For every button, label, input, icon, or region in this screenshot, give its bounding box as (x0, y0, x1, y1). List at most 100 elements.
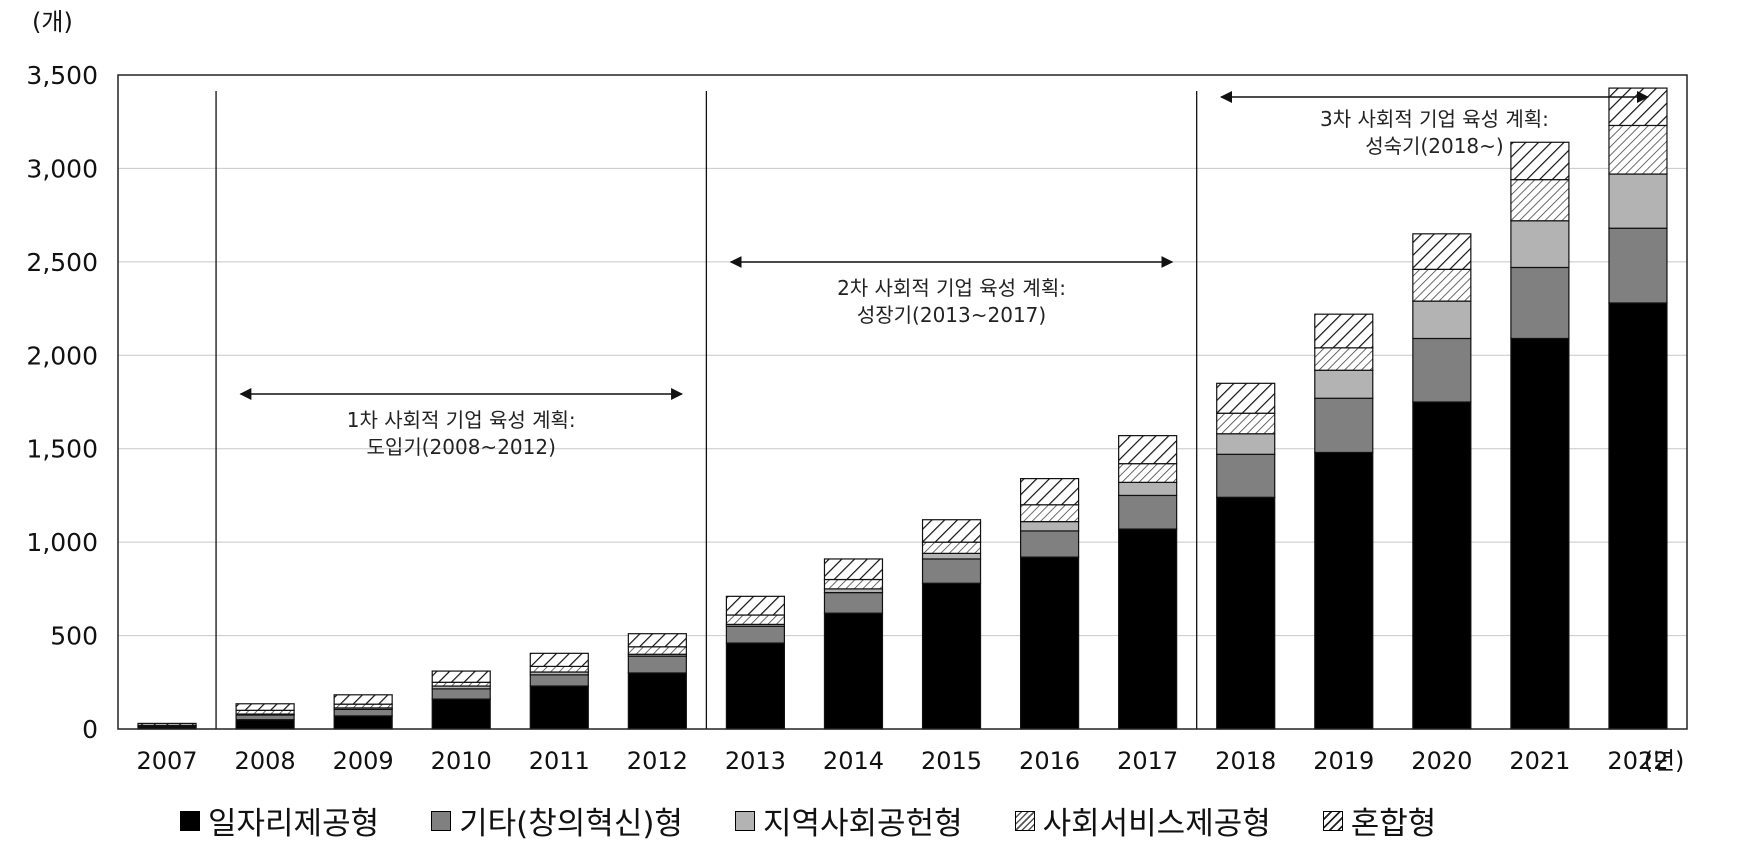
bar-segment-other-2022 (1608, 227, 1668, 304)
bar-segment-mixed-2022 (1608, 87, 1668, 127)
bar-segment-other-2014 (823, 591, 884, 614)
period-caption-line1: 2차 사회적 기업 육성 계획: (837, 276, 1066, 300)
bar-segment-mixed-2016 (1019, 478, 1080, 506)
y-tick-label: 0 (82, 715, 98, 744)
bar-segment-community-2022 (1608, 173, 1668, 229)
y-tick-label: 3,000 (26, 154, 98, 183)
bar-segment-other-2017 (1118, 494, 1178, 530)
bar-segment-service-2011 (529, 665, 589, 673)
plot-frame (117, 74, 1688, 730)
bar-segment-service-2016 (1019, 504, 1080, 523)
y-axis-unit-label: (개) (32, 8, 73, 36)
period-caption-line2: 성숙기(2018~) (1365, 134, 1503, 158)
legend-swatch-other (431, 810, 452, 831)
legend-item-jobs: 일자리제공형 (180, 798, 379, 843)
bar-segment-jobs-2011 (529, 685, 589, 730)
x-tick-label: 2011 (529, 747, 590, 775)
bar-segment-service-2021 (1510, 179, 1570, 222)
bar-segment-other-2016 (1019, 530, 1080, 558)
bar-segment-other-2012 (627, 655, 687, 674)
bar-segment-other-2021 (1510, 266, 1570, 340)
legend-item-other: 기타(창의혁신)형 (431, 798, 683, 843)
bar-segment-service-2014 (823, 578, 884, 590)
bar-segment-other-2010 (431, 688, 491, 700)
bar-segment-other-2011 (529, 674, 589, 687)
legend-label-jobs: 일자리제공형 (208, 806, 380, 842)
legend-swatch-jobs (180, 810, 200, 831)
x-axis-ticks: 2007 2008 2009 2010 2011 2012 2013 2014 2015 2016… (136, 747, 1668, 775)
legend-label-community: 지역사회공헌형 (762, 806, 963, 842)
x-axis-unit-label: (년) (1644, 747, 1685, 775)
bar-segment-jobs-2008 (235, 719, 295, 730)
bar-segment-jobs-2016 (1019, 556, 1080, 730)
bar-segment-mixed-2011 (529, 652, 589, 668)
bar-segment-community-2015 (921, 552, 982, 560)
legend-label-other: 기타(창의혁신)형 (459, 806, 683, 842)
y-tick-label: 3,500 (26, 61, 98, 90)
y-tick-label: 500 (50, 622, 98, 651)
bar-segment-community-2018 (1216, 433, 1276, 455)
bar-segment-mixed-2009 (333, 694, 393, 705)
x-tick-label: 2015 (921, 747, 982, 775)
bar-segment-community-2021 (1510, 220, 1570, 269)
bar-segment-mixed-2008 (235, 703, 295, 711)
bar-segment-other-2018 (1216, 453, 1276, 498)
legend-swatch-service (1014, 810, 1035, 831)
legend-label-service: 사회서비스제공형 (1042, 806, 1271, 842)
bar-segment-other-2015 (921, 558, 982, 584)
bar-segment-other-2008 (235, 714, 295, 721)
bar-segment-community-2016 (1019, 520, 1080, 532)
bar-segment-mixed-2010 (431, 670, 491, 683)
x-tick-label: 2014 (823, 747, 884, 775)
legend-label-mixed: 혼합형 (1350, 806, 1437, 842)
bar-segment-jobs-2017 (1118, 528, 1178, 730)
x-tick-label: 2010 (431, 747, 492, 775)
bar-segment-jobs-2020 (1412, 401, 1472, 730)
bar-segment-community-2020 (1412, 300, 1472, 340)
bar-segment-mixed-2013 (725, 595, 786, 616)
x-tick-label: 2007 (136, 747, 197, 775)
period-annotations: 1차 사회적 기업 육성 계획: 도입기(2008~2012) 2차 사회적 기업 … (239, 91, 1649, 459)
bar-segment-jobs-2010 (431, 698, 491, 730)
bar-segment-service-2019 (1314, 347, 1374, 371)
x-tick-label: 2019 (1313, 747, 1374, 775)
bar-segment-service-2018 (1216, 412, 1276, 435)
bar-segment-jobs-2019 (1314, 451, 1374, 730)
period-dividers (215, 91, 1198, 729)
x-tick-label: 2009 (333, 747, 394, 775)
bar-segment-service-2013 (725, 614, 786, 625)
bar-segment-other-2020 (1412, 337, 1472, 403)
bar-segment-mixed-2021 (1510, 141, 1570, 181)
y-axis-ticks: 0 500 1,000 1,500 2,000 2,500 3,000 3,500 (26, 61, 98, 744)
bar-segment-jobs-2022 (1608, 302, 1668, 730)
y-tick-label: 1,000 (26, 528, 98, 557)
bar-segment-mixed-2019 (1314, 313, 1374, 349)
bar-segment-jobs-2013 (725, 642, 786, 730)
x-tick-label: 2012 (627, 747, 688, 775)
x-tick-label: 2008 (235, 747, 296, 775)
bar-segment-other-2019 (1314, 397, 1374, 454)
bars (137, 87, 1668, 730)
period-caption-line1: 1차 사회적 기업 육성 계획: (347, 408, 576, 432)
bar-segment-jobs-2021 (1510, 337, 1570, 730)
bar-segment-jobs-2012 (627, 672, 687, 730)
x-tick-label: 2021 (1509, 747, 1570, 775)
bar-segment-other-2013 (725, 625, 786, 644)
x-tick-label: 2018 (1215, 747, 1276, 775)
period-caption-line2: 성장기(2013~2017) (857, 303, 1046, 327)
bar-segment-mixed-2014 (823, 558, 884, 581)
period-caption-line2: 도입기(2008~2012) (367, 435, 556, 459)
legend: 일자리제공형 기타(창의혁신)형 지역사회공헌형 사회서비스제공형 혼합형 (180, 798, 1436, 843)
bar-segment-community-2019 (1314, 369, 1374, 399)
bar-segment-jobs-2018 (1216, 496, 1276, 730)
y-tick-label: 1,500 (26, 435, 98, 464)
x-tick-label: 2017 (1117, 747, 1178, 775)
bar-segment-community-2017 (1118, 481, 1178, 497)
x-tick-label: 2022 (1607, 747, 1668, 775)
bar-segment-mixed-2020 (1412, 233, 1472, 270)
bar-segment-other-2009 (333, 708, 393, 717)
legend-item-community: 지역사회공헌형 (734, 798, 963, 843)
bar-segment-service-2020 (1412, 268, 1472, 302)
bar-segment-mixed-2017 (1118, 435, 1178, 465)
legend-swatch-community (734, 810, 755, 831)
